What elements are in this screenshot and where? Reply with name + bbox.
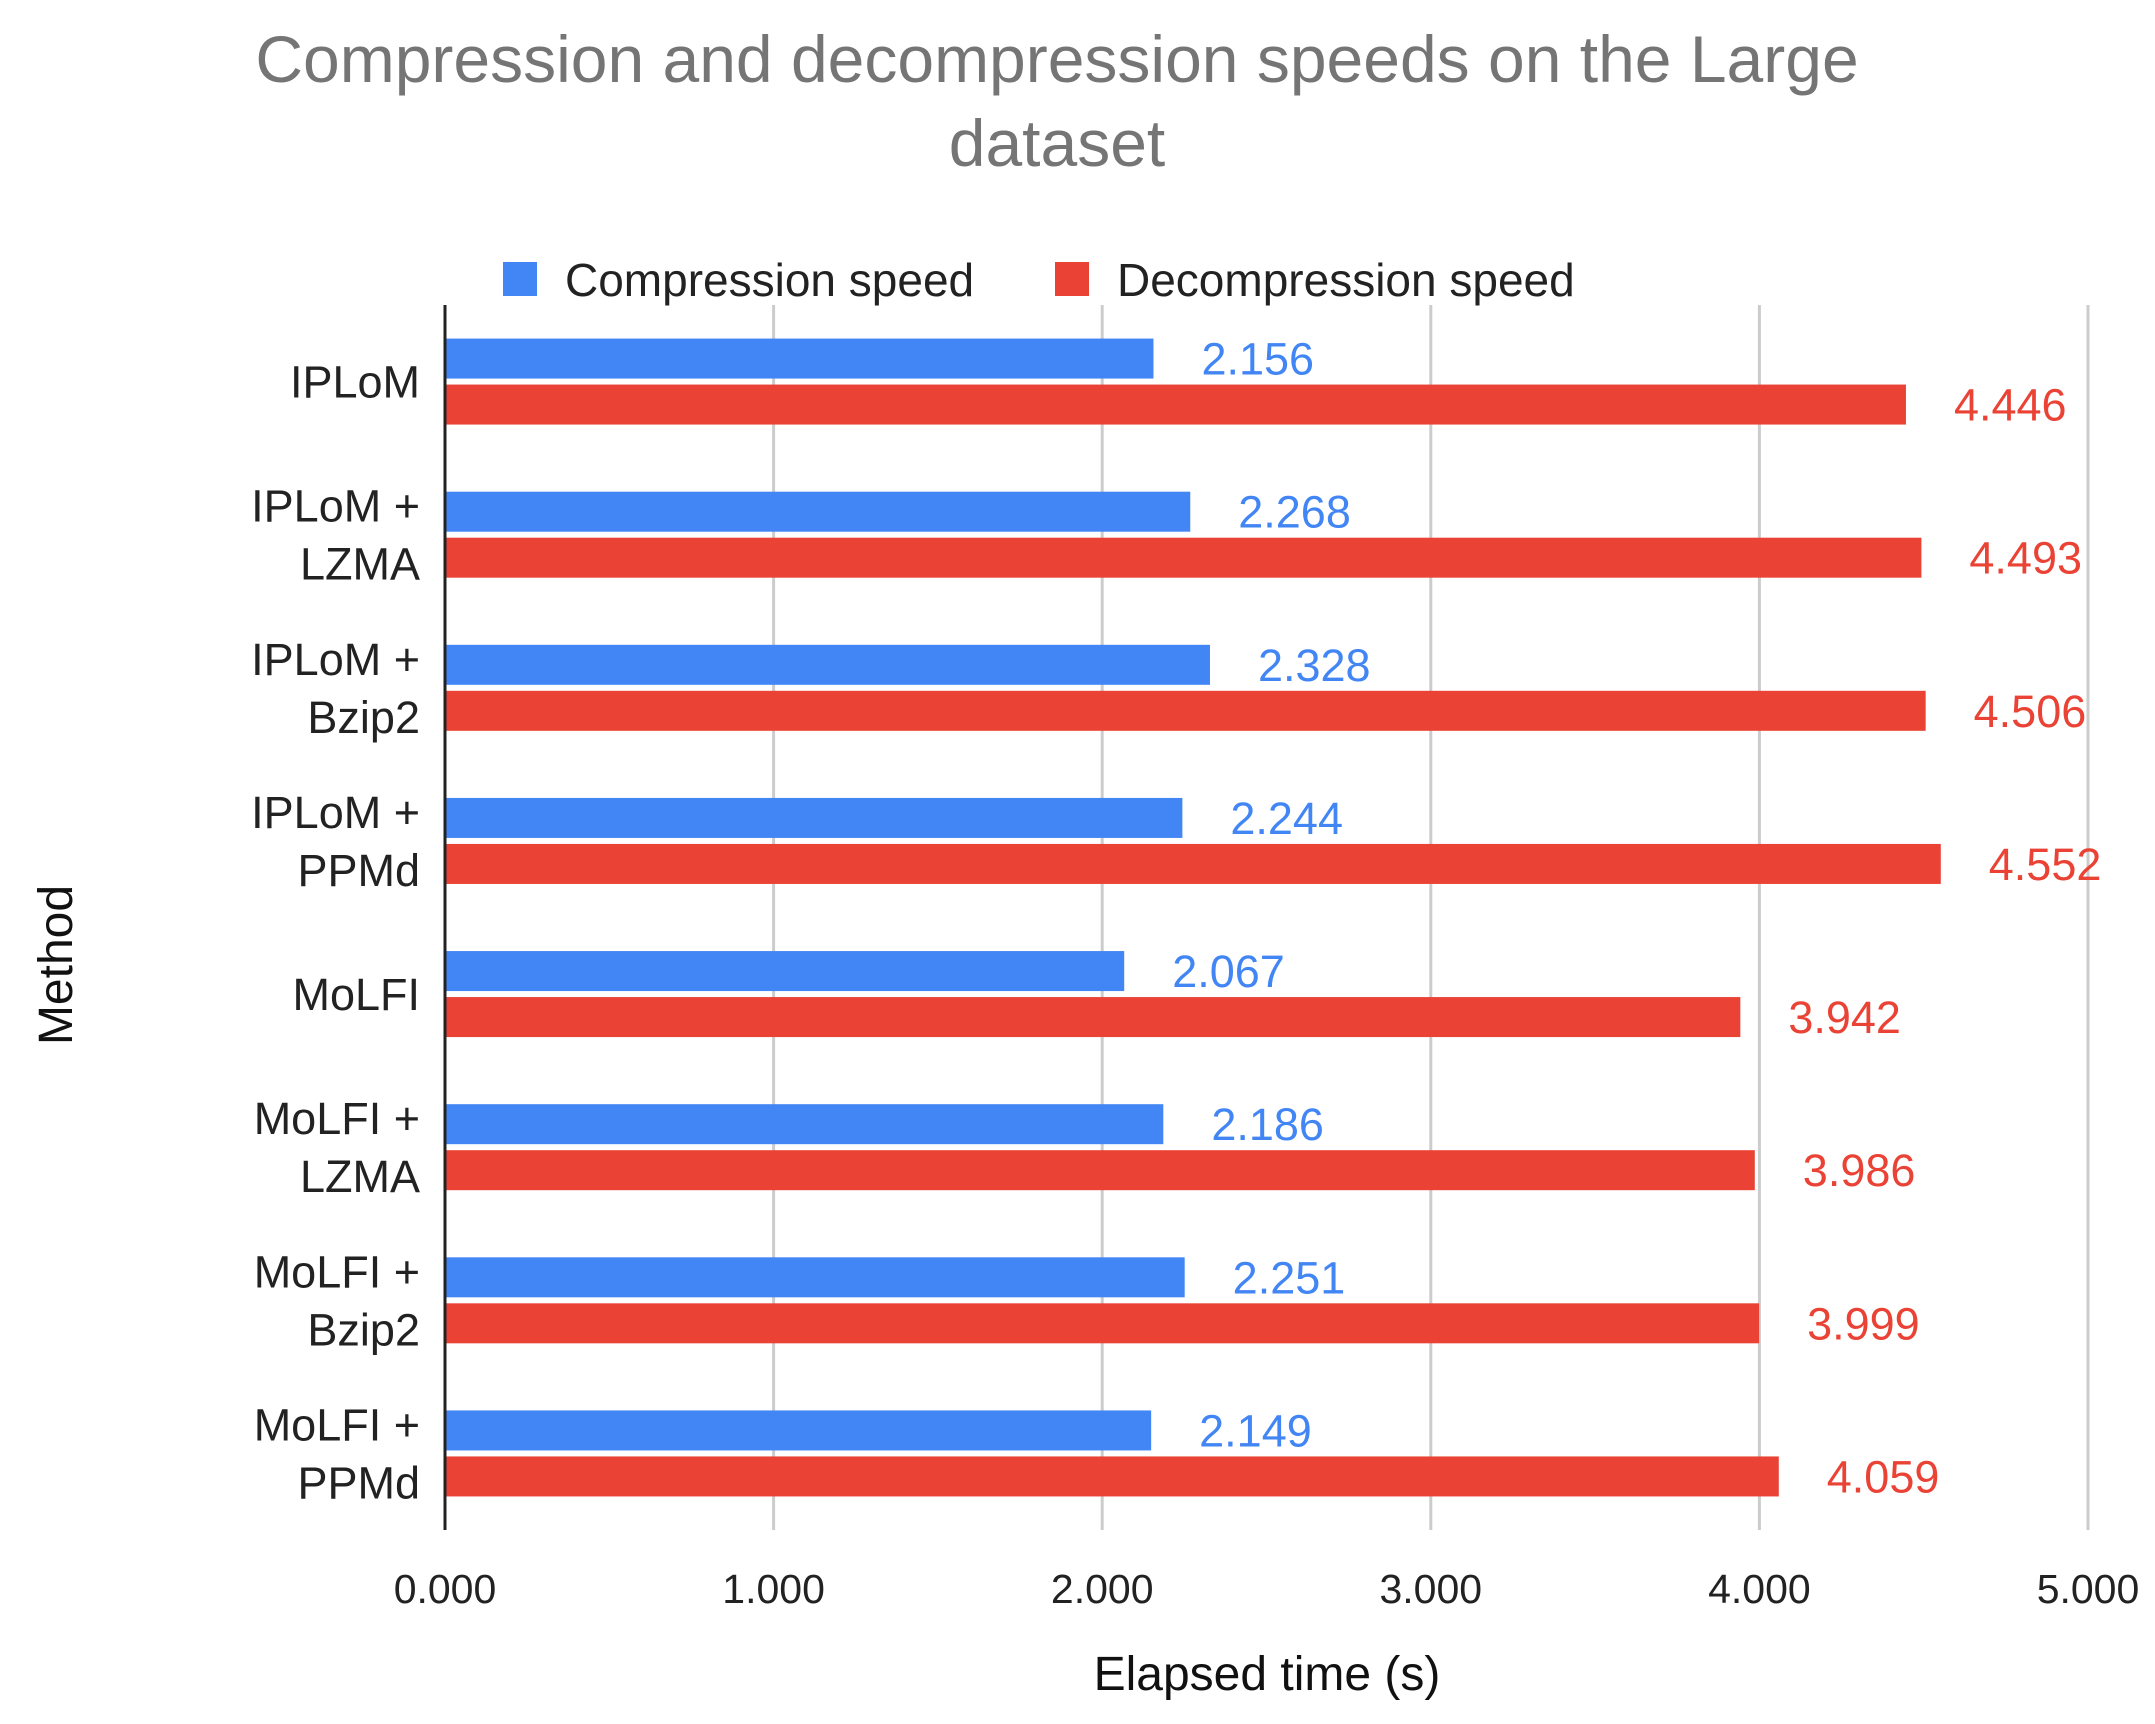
legend-label-decompression: Decompression speed — [1117, 254, 1575, 306]
chart-title-line: dataset — [949, 106, 1166, 180]
category-label: Bzip2 — [307, 692, 420, 743]
data-label-compression: 2.156 — [1201, 334, 1314, 385]
category-label: LZMA — [300, 1151, 420, 1202]
data-label-compression: 2.328 — [1258, 640, 1371, 691]
bar-decompression — [445, 997, 1741, 1038]
data-label-compression: 2.251 — [1233, 1252, 1346, 1303]
y-axis-title: Method — [30, 885, 83, 1045]
category-label: Bzip2 — [307, 1304, 420, 1355]
category-label: PPMd — [297, 845, 420, 896]
bar-decompression — [445, 384, 1906, 425]
bar-decompression — [445, 843, 1941, 884]
bar-decompression — [445, 1303, 1760, 1344]
data-label-decompression: 4.506 — [1974, 686, 2087, 737]
data-label-decompression: 3.999 — [1807, 1298, 1920, 1349]
category-label: PPMd — [297, 1457, 420, 1508]
category-label: LZMA — [300, 539, 420, 590]
category-label: IPLoM + — [251, 787, 420, 838]
data-label-compression: 2.186 — [1211, 1099, 1324, 1150]
category-label: MoLFI + — [254, 1246, 420, 1297]
data-label-compression: 2.067 — [1172, 946, 1285, 997]
bar-compression — [445, 951, 1125, 992]
data-label-decompression: 4.059 — [1827, 1451, 1940, 1502]
x-tick-label: 2.000 — [1051, 1566, 1154, 1612]
legend-swatch-compression — [503, 262, 537, 296]
category-label: IPLoM — [290, 357, 420, 408]
data-label-decompression: 4.552 — [1989, 839, 2102, 890]
x-tick-label: 1.000 — [722, 1566, 825, 1612]
bar-decompression — [445, 690, 1926, 731]
bar-compression — [445, 491, 1191, 532]
data-label-compression: 2.244 — [1230, 793, 1343, 844]
bar-compression — [445, 644, 1210, 685]
category-label: MoLFI + — [254, 1399, 420, 1450]
chart-title-line: Compression and decompression speeds on … — [255, 22, 1858, 96]
data-label-compression: 2.149 — [1199, 1405, 1312, 1456]
x-tick-label: 5.000 — [2037, 1566, 2140, 1612]
category-label: IPLoM + — [251, 634, 420, 685]
x-tick-label: 4.000 — [1708, 1566, 1811, 1612]
data-label-decompression: 3.986 — [1803, 1145, 1916, 1196]
bar-compression — [445, 1410, 1152, 1451]
data-label-decompression: 3.942 — [1788, 992, 1901, 1043]
bar-compression — [445, 1257, 1185, 1298]
bar-decompression — [445, 1456, 1779, 1497]
category-label: MoLFI — [292, 969, 420, 1020]
category-label: IPLoM + — [251, 481, 420, 532]
legend-label-compression: Compression speed — [565, 254, 974, 306]
x-axis-title: Elapsed time (s) — [1094, 1648, 1441, 1701]
data-label-decompression: 4.493 — [1969, 533, 2082, 584]
data-label-compression: 2.268 — [1238, 487, 1351, 538]
bar-compression — [445, 338, 1154, 379]
bar-compression — [445, 797, 1183, 838]
bar-decompression — [445, 1150, 1755, 1191]
data-label-decompression: 4.446 — [1954, 380, 2067, 431]
x-tick-label: 0.000 — [394, 1566, 497, 1612]
category-label: MoLFI + — [254, 1093, 420, 1144]
x-tick-label: 3.000 — [1379, 1566, 1482, 1612]
bar-decompression — [445, 537, 1922, 578]
legend-swatch-decompression — [1055, 262, 1089, 296]
bar-compression — [445, 1104, 1164, 1145]
